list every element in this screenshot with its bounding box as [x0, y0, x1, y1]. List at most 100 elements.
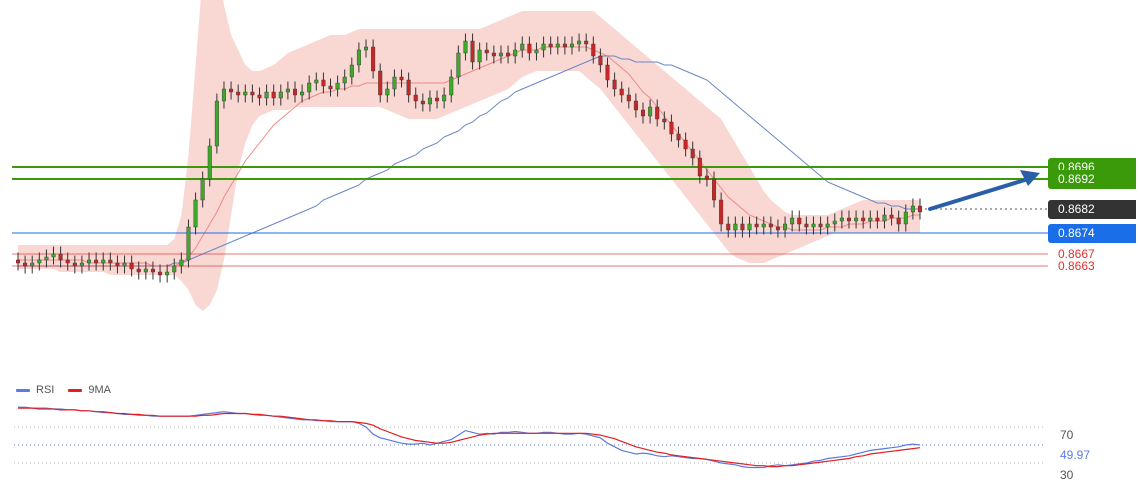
candle — [37, 252, 42, 271]
legend-rsi: RSI — [16, 384, 54, 396]
candle — [477, 42, 482, 70]
candle — [172, 258, 177, 280]
candle-body — [619, 88, 624, 96]
candle — [655, 99, 660, 127]
candle — [903, 204, 908, 232]
candle — [44, 249, 49, 268]
candle — [371, 39, 376, 79]
candle-body — [378, 70, 383, 96]
candle — [889, 207, 894, 226]
candle — [626, 87, 631, 109]
candle — [129, 255, 134, 277]
price-tag-0.8682: 0.8682 — [1048, 199, 1136, 219]
candle-body — [229, 88, 234, 93]
candle-body — [804, 223, 809, 228]
candle-body — [442, 94, 447, 102]
candle-body — [726, 223, 731, 231]
candle — [257, 87, 262, 106]
candle-body — [364, 46, 369, 51]
candle — [790, 210, 795, 232]
candle-body — [200, 178, 205, 201]
candle-body — [854, 217, 859, 222]
candle — [94, 252, 99, 271]
candle-body — [250, 91, 255, 96]
candle — [285, 81, 290, 100]
candle-body — [868, 217, 873, 222]
candle — [520, 36, 525, 58]
candle — [356, 42, 361, 73]
candle — [158, 264, 163, 283]
candle-body — [626, 94, 631, 102]
candle — [72, 255, 77, 274]
candle-body — [356, 49, 361, 66]
candle-body — [918, 205, 923, 213]
candle-body — [825, 223, 830, 228]
candle-body — [37, 259, 42, 264]
candle-body — [719, 199, 724, 225]
candle-body — [23, 262, 28, 267]
candle-body — [115, 262, 120, 267]
candle — [328, 78, 333, 97]
candle — [641, 102, 646, 124]
candle-body — [655, 106, 660, 120]
price-tag-0.8663: 0.8663 — [1058, 259, 1095, 273]
candle-body — [832, 220, 837, 225]
candle — [314, 72, 319, 91]
price-tag-0.8692: 0.8692 — [1048, 169, 1136, 189]
candle-body — [641, 109, 646, 117]
candle-body — [392, 76, 397, 90]
candle — [918, 198, 923, 220]
candle — [101, 252, 106, 271]
candle-body — [349, 64, 354, 78]
candle — [449, 69, 454, 103]
candle-body — [818, 223, 823, 228]
candle-body — [555, 43, 560, 48]
candle — [662, 111, 667, 130]
candle — [506, 45, 511, 64]
candle-body — [300, 91, 305, 96]
candle — [435, 90, 440, 109]
legend-rsi-swatch — [16, 388, 30, 392]
candle-body — [839, 217, 844, 222]
candle — [321, 72, 326, 94]
candle — [399, 69, 404, 88]
price-tag-0.8674: 0.8674 — [1048, 223, 1136, 243]
candle — [548, 36, 553, 55]
candle-body — [761, 223, 766, 228]
candle — [591, 36, 596, 64]
candle — [484, 42, 489, 61]
candle-body — [697, 157, 702, 177]
candle — [250, 84, 255, 103]
candle-body — [16, 259, 21, 264]
candle-body — [58, 253, 63, 261]
candle — [115, 255, 120, 274]
candle-body — [584, 40, 589, 45]
candle-body — [65, 259, 70, 264]
candle — [392, 69, 397, 97]
candle-body — [72, 262, 77, 267]
candle-body — [577, 40, 582, 45]
candle-body — [783, 223, 788, 231]
candle-body — [612, 79, 617, 90]
candle — [612, 72, 617, 97]
candle-body — [690, 148, 695, 159]
price-level-lines — [12, 166, 1048, 267]
candle-body — [307, 82, 312, 93]
candle-body — [44, 256, 49, 261]
candle — [300, 84, 305, 103]
forecast-arrow — [928, 170, 1040, 211]
candle-body — [179, 259, 184, 267]
candle — [783, 216, 788, 238]
candle — [420, 93, 425, 112]
candle-body — [605, 64, 610, 81]
candle-body — [569, 43, 574, 48]
candle — [569, 36, 574, 55]
candle — [648, 99, 653, 124]
candlesticks — [16, 33, 923, 283]
candle-body — [527, 43, 532, 54]
rsi-9ma-line — [18, 407, 921, 468]
candle — [633, 93, 638, 118]
candle-body — [413, 94, 418, 102]
rsi-level-30-label: 30 — [1060, 468, 1074, 482]
